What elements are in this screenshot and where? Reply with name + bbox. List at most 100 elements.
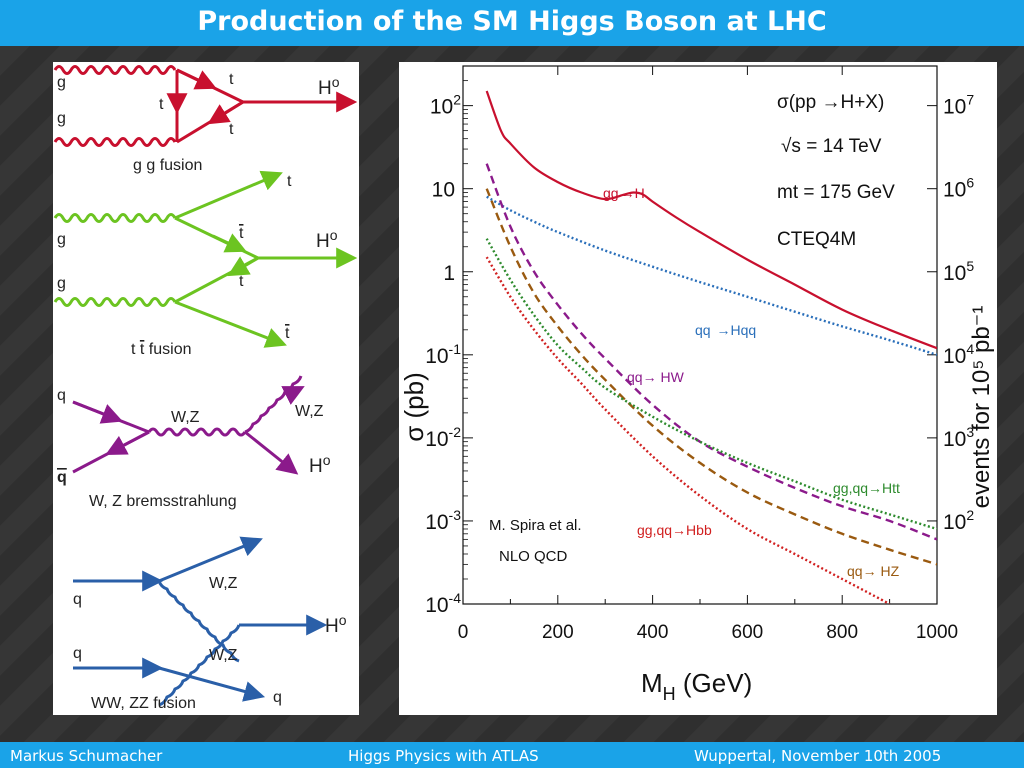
gluon-line-top	[53, 65, 177, 75]
y-tick-base: 10	[425, 594, 448, 617]
curve-label-hz: qq→ HZ	[847, 563, 900, 579]
curve-label-hbb: gg,qq→Hbb	[637, 522, 712, 538]
label-higgs: Ho	[318, 74, 340, 99]
label-q-in-top: q	[73, 591, 82, 608]
y-tick-label: 10	[432, 179, 455, 202]
y2-tick-exp: 4	[966, 341, 974, 357]
label-g-bottom: g	[57, 110, 66, 127]
caption-tth: t t fusion	[131, 341, 191, 358]
x-tick-label: 800	[826, 622, 858, 643]
label-q-in-bottom: q	[73, 645, 82, 662]
label-q: q	[57, 387, 66, 404]
y2-axis-title: events for 10⁵ pb⁻¹	[968, 306, 995, 509]
y2-tick-base: 10	[943, 96, 966, 119]
series-line-2	[485, 163, 937, 541]
cross-section-chart: 0 200 400 600 800 100010210110-110-210-310-41…	[399, 65, 995, 704]
label-q-out: q	[273, 689, 282, 706]
footer-place-date: Wuppertal, November 10th 2005	[694, 747, 942, 765]
y2-tick-base: 10	[943, 428, 966, 451]
annotation-ref2: NLO QCD	[499, 548, 568, 565]
label-wz-out: W,Z	[295, 403, 324, 420]
label-tbar-mid: t	[239, 225, 244, 242]
tick-labels: 0 200 400 600 800 100010210110-110-210-310-41…	[425, 92, 974, 643]
boson-top	[157, 580, 240, 663]
series-line-5	[485, 256, 891, 604]
annotation-pdf: CTEQ4M	[777, 229, 856, 250]
slide-title: Production of the SM Higgs Boson at LHC	[0, 0, 1024, 46]
x-tick-label: 400	[637, 622, 669, 643]
y-tick-label: 102	[430, 92, 461, 119]
label-g-bottom: g	[57, 275, 66, 292]
y-tick-exp: -2	[449, 424, 462, 440]
diagram-tth	[53, 170, 358, 348]
boson-outgoing	[244, 375, 303, 434]
gluon-line-bottom	[53, 297, 177, 307]
y2-tick-base: 10	[943, 179, 966, 202]
y2-tick-exp: 5	[966, 258, 974, 274]
label-higgs: Ho	[325, 612, 347, 637]
y-tick-exp: -4	[449, 590, 462, 606]
y2-tick-exp: 3	[966, 424, 974, 440]
x-tick-label: 200	[542, 622, 574, 643]
gluon-line-top	[53, 213, 177, 223]
y2-tick-exp: 2	[966, 507, 974, 523]
label-wz-bottom: W,Z	[209, 647, 238, 664]
annotation-process: σ(pp →H+X)	[777, 92, 884, 113]
x-tick-label: 600	[732, 622, 764, 643]
slide-footer: Markus Schumacher Higgs Physics with ATL…	[0, 742, 1024, 768]
curve-label-hw: qq→ HW	[627, 369, 685, 385]
y2-tick-base: 10	[943, 262, 966, 285]
feynman-diagrams-svg: g g t t t Ho g g fusion t g t Ho g t t t…	[53, 65, 358, 712]
footer-author: Markus Schumacher	[10, 747, 163, 765]
caption-wz-bremsstrahlung: W, Z bremsstrahlung	[89, 493, 237, 510]
x-tick-label: 1000	[916, 622, 958, 643]
annotation-ref1: M. Spira et al.	[489, 517, 582, 534]
series-line-4	[485, 238, 937, 531]
label-g-top: g	[57, 74, 66, 91]
label-wz-prop: W,Z	[171, 409, 200, 426]
y2-tick-exp: 6	[966, 175, 974, 191]
y2-tick-label: 104	[943, 341, 974, 368]
label-qbar: q	[57, 469, 67, 486]
y-tick-base: 10	[425, 345, 448, 368]
annotation-sqrt-s: √s = 14 TeV	[781, 136, 882, 157]
y-tick-base: 10	[430, 96, 453, 119]
y-tick-label: 10-3	[425, 507, 461, 534]
label-wz-top: W,Z	[209, 575, 238, 592]
curve-label-gg-h: gg →H	[603, 185, 645, 201]
y-tick-exp: -1	[449, 341, 462, 357]
y2-tick-label: 105	[943, 258, 974, 285]
series-line-0	[485, 90, 937, 350]
series-line-3	[485, 188, 937, 566]
y-tick-base: 10	[425, 511, 448, 534]
annotation-mt: mt = 175 GeV	[777, 182, 895, 203]
y2-tick-base: 10	[943, 511, 966, 534]
label-t-mid: t	[239, 273, 244, 290]
y2-tick-label: 102	[943, 507, 974, 534]
boson-bottom	[158, 624, 241, 707]
series-line-1	[486, 195, 937, 356]
feynman-diagrams-panel: g g t t t Ho g g fusion t g t Ho g t t t…	[53, 62, 359, 715]
y-axis-title: σ (pb)	[399, 372, 429, 442]
boson-propagator	[147, 427, 247, 437]
y2-tick-base: 10	[943, 345, 966, 368]
x-tick-label: 0	[458, 622, 469, 643]
y-tick-base: 10	[432, 179, 455, 202]
y2-tick-exp: 7	[966, 92, 974, 108]
y-tick-label: 10-4	[425, 590, 461, 617]
y-tick-label: 10-2	[425, 424, 461, 451]
axis-ticks	[462, 65, 938, 605]
label-g-top: g	[57, 231, 66, 248]
y-tick-label: 1	[443, 262, 455, 285]
label-higgs: Ho	[309, 452, 331, 477]
caption-gg-fusion: g g fusion	[133, 157, 202, 174]
y2-tick-label: 107	[943, 92, 974, 119]
label-tbar-bottom: t	[285, 325, 290, 342]
y-tick-exp: 2	[453, 92, 461, 108]
curve-label-qq-hqq: qq →Hqq	[695, 322, 756, 338]
y-tick-label: 10-1	[425, 341, 461, 368]
caption-vbf: WW, ZZ fusion	[91, 695, 196, 712]
label-t-mid: t	[159, 96, 164, 113]
diagram-gg-fusion	[53, 65, 358, 147]
y2-tick-label: 106	[943, 175, 974, 202]
